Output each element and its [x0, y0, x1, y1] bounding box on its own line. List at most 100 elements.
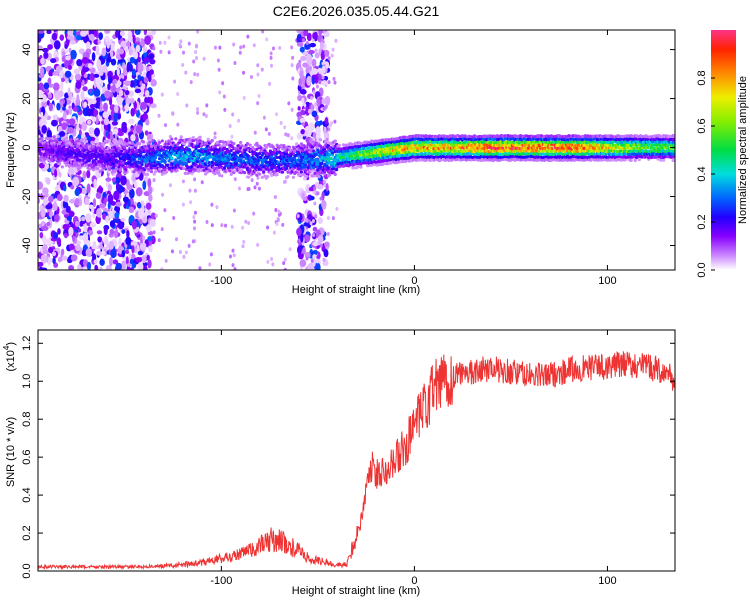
spectrogram-noise-cell	[108, 240, 114, 250]
spectrogram-noise-cell	[66, 35, 72, 40]
spectrogram-ridge-cell	[112, 139, 116, 143]
spectrogram-noise-cell	[43, 82, 50, 90]
spectrogram-noise-cell	[144, 35, 152, 46]
spectrogram-noise-cell	[301, 38, 305, 43]
spectrogram-noise-cell	[313, 249, 318, 256]
spectrogram-noise-cell	[239, 45, 243, 50]
spectrogram-noise-cell	[76, 240, 81, 245]
spectrogram-noise-cell	[322, 30, 326, 34]
spectrogram-noise-cell	[324, 49, 330, 57]
spectrogram-noise-cell	[231, 112, 235, 117]
spectrogram-ridge-cell	[149, 144, 154, 148]
spectrogram-noise-cell	[306, 75, 312, 86]
spectrogram-noise-cell	[308, 108, 312, 113]
spectrogram-noise-cell	[196, 110, 200, 115]
spectrogram-ridge-cell	[232, 141, 236, 146]
spectrogram-noise-cell	[278, 46, 282, 51]
spectrogram-noise-cell	[149, 96, 154, 106]
spectrogram-ridge-cell	[153, 170, 158, 174]
spectrogram-noise-cell	[287, 101, 291, 106]
spectrogram-noise-cell	[62, 111, 67, 120]
spectrogram-noise-cell	[98, 32, 104, 40]
spectrogram-ridge-cell	[294, 170, 298, 174]
spectrogram-noise-cell	[298, 77, 302, 87]
spectrogram-noise-cell	[40, 66, 45, 76]
spectrogram-noise-cell	[81, 121, 88, 131]
spectrogram-noise-cell	[94, 127, 100, 137]
spectrogram-ridge-cell	[87, 167, 91, 171]
spectrogram-ridge-cell	[305, 150, 309, 154]
spectrogram-noise-cell	[104, 90, 111, 99]
spectrogram-noise-cell	[193, 177, 197, 182]
spectrogram-noise-cell	[47, 257, 52, 266]
spectrogram-noise-cell	[64, 92, 69, 99]
spectrogram-noise-cell	[102, 111, 110, 119]
spectrogram-ridge-cell	[197, 144, 201, 149]
spectrogram-noise-cell	[128, 45, 132, 56]
spectrogram-noise-cell	[305, 106, 310, 116]
spectrogram-ridge-cell	[166, 146, 170, 150]
spectrogram-noise-cell	[65, 109, 70, 116]
spectrogram-ridge-cell	[51, 148, 55, 152]
spectrogram-noise-cell	[322, 179, 326, 184]
spectrogram-noise-cell	[115, 182, 120, 191]
spectrogram-ridge-cell	[156, 143, 160, 147]
spectrogram-noise-cell	[267, 131, 271, 136]
spectrogram-noise-cell	[116, 80, 122, 86]
spectrogram-noise-cell	[93, 88, 101, 97]
spectrogram-noise-cell	[45, 177, 51, 185]
spectrogram-ridge-cell	[172, 161, 177, 166]
spectrogram-ridge-cell	[290, 170, 294, 174]
spectrogram-noise-cell	[210, 202, 214, 207]
spectrogram-noise-cell	[102, 213, 107, 220]
spectrogram-noise-cell	[151, 30, 157, 36]
spectrogram-noise-cell	[331, 47, 335, 52]
spectrogram-ridge-cell	[271, 145, 275, 149]
spectrogram-noise-cell	[63, 232, 68, 239]
spectrogram-noise-cell	[270, 257, 274, 262]
spectrogram-noise-cell	[60, 100, 64, 108]
spectrogram-noise-cell	[268, 81, 272, 86]
spectrogram-noise-cell	[246, 187, 250, 192]
spectrogram-noise-cell	[163, 208, 167, 213]
spectrogram-noise-cell	[144, 130, 149, 136]
spectrogram-ridge-cell	[160, 139, 164, 143]
spectrogram-ridge-cell	[147, 167, 151, 171]
spectrogram-ridge-cell	[38, 148, 41, 152]
spectrogram-noise-cell	[40, 254, 48, 264]
spectrogram-noise-cell	[250, 178, 254, 183]
spectrogram-ridge-cell	[163, 159, 167, 164]
spectrogram-noise-cell	[148, 72, 152, 83]
spectrogram-ridge-cell	[285, 166, 289, 171]
spectrogram-noise-cell	[41, 125, 48, 134]
spectrogram-ridge-cell	[271, 159, 275, 163]
spectrogram-noise-cell	[271, 262, 275, 267]
spectrogram-noise-cell	[222, 94, 226, 99]
spectrogram-noise-cell	[296, 245, 302, 255]
spectrogram-ridge-cell	[114, 167, 118, 171]
spectrogram-noise-cell	[303, 197, 307, 202]
spectrogram-noise-cell	[269, 51, 273, 56]
spectrogram-noise-cell	[256, 72, 260, 77]
spectrogram-ridge-cell	[120, 149, 124, 153]
spectrogram-noise-cell	[220, 223, 224, 228]
spectrogram-noise-cell	[238, 50, 242, 55]
spectrogram-noise-cell	[168, 183, 172, 188]
spectrogram-noise-cell	[76, 59, 83, 67]
spectrogram-ridge-cell	[153, 141, 158, 145]
spectrogram-ridge-cell	[58, 162, 62, 166]
spectrogram-noise-cell	[283, 179, 287, 184]
spectrogram-noise-cell	[88, 108, 94, 116]
spectrogram-noise-cell	[188, 188, 192, 193]
spectrogram-noise-cell	[324, 117, 329, 125]
spectrogram-noise-cell	[154, 213, 158, 218]
spectrogram-noise-cell	[142, 180, 147, 190]
spectrogram-noise-cell	[308, 50, 315, 55]
spectrogram-noise-cell	[65, 205, 71, 213]
spectrogram-ridge-cell	[185, 161, 189, 165]
spectrogram-noise-cell	[96, 59, 102, 69]
spectrogram-noise-cell	[48, 69, 53, 77]
spectrogram-ridge-cell	[183, 171, 187, 175]
spectrogram-noise-cell	[299, 117, 306, 124]
spectrogram-ridge-cell	[276, 148, 281, 152]
